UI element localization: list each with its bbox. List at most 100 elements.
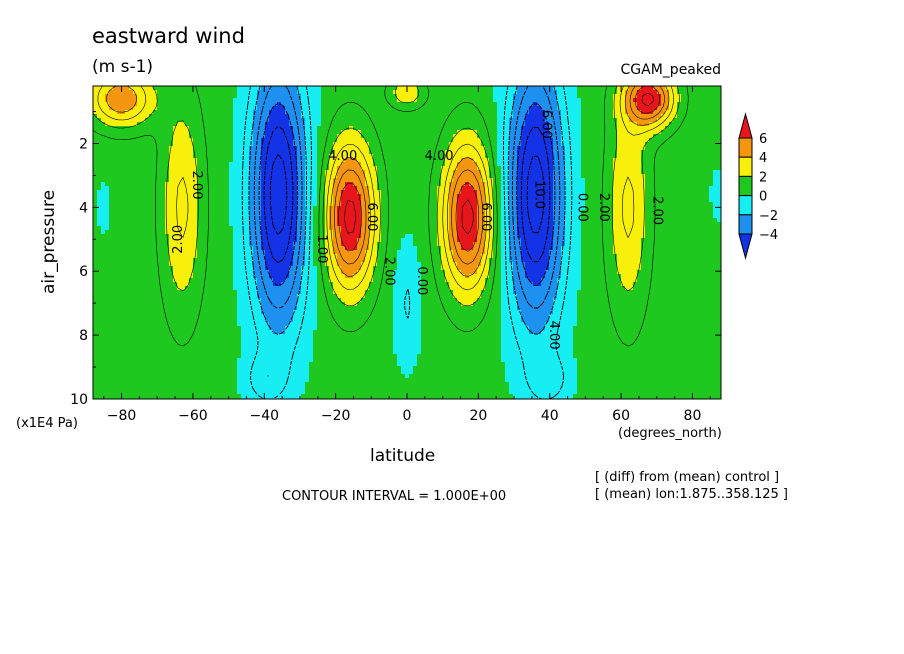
field-cell-1576 [117,126,122,131]
field-cell-724 [477,102,482,107]
field-cell-3336 [249,170,254,175]
field-cell-416 [501,94,506,99]
field-cell-3583 [609,174,614,179]
field-cell-982 [253,110,258,115]
field-cell-3762 [697,178,702,183]
field-cell-3154 [149,166,154,171]
field-cell-384 [373,94,378,99]
field-cell-3093 [533,162,538,167]
field-cell-639 [137,102,142,107]
field-cell-4778 [365,206,370,211]
field-cell-3555 [497,174,502,179]
field-cell-3446 [689,170,694,175]
field-cell-4396 [93,198,98,203]
field-cell-2394 [249,146,254,151]
field-cell-1779 [301,130,306,135]
field-cell-3281 [657,166,662,171]
field-cell-3299 [101,170,106,175]
field-cell-1152 [305,114,310,119]
field-cell-1421 [125,122,130,127]
field-cell-1579 [129,126,134,131]
field-cell-2424 [369,146,374,151]
field-cell-2196 [713,138,718,143]
field-cell-3827 [329,182,334,187]
field-cell-2156 [553,138,558,143]
field-cell-220 [345,90,350,95]
field-cell-3133 [693,162,698,167]
field-cell-4824 [549,206,554,211]
field-cell-4298 [329,194,334,199]
field-cell-2433 [405,146,410,151]
field-cell-1055 [545,110,550,115]
field-cell-3035 [301,162,306,167]
field-cell-1840 [545,130,550,135]
field-cell-3537 [425,174,430,179]
field-cell-2113 [381,138,386,143]
field-cell-4926 [329,210,334,215]
field-cell-482 [137,98,142,103]
field-cell-2440 [433,146,438,151]
field-cell-1493 [413,122,418,127]
field-cell-4878 [137,210,142,215]
field-cell-2818 [689,154,694,159]
field-cell-2731 [341,154,346,159]
field-cell-224 [361,90,366,95]
field-cell-1395 [649,118,654,123]
field-cell-442 [605,94,610,99]
field-cell-528 [321,98,326,103]
field-cell-3849 [417,182,422,187]
field-cell-1399 [665,118,670,123]
field-cell-1641 [377,126,382,131]
field-cell-613 [661,98,666,103]
field-cell-3044 [337,162,342,167]
field-cell-1132 [225,114,230,119]
field-cell-2600 [445,150,450,155]
field-cell-8 [125,86,130,91]
field-cell-30 [213,86,218,91]
field-cell-514 [265,98,270,103]
field-cell-4057 [621,186,626,191]
field-cell-754 [597,102,602,107]
field-cell-2991 [125,162,130,167]
field-cell-3882 [549,182,554,187]
field-cell-3301 [109,170,114,175]
field-cell-4788 [405,206,410,211]
field-cell-422 [525,94,530,99]
field-cell-4940 [385,210,390,215]
field-cell-4937 [373,210,378,215]
field-cell-545 [389,98,394,103]
field-cell-2781 [541,154,546,159]
field-cell-4834 [589,206,594,211]
field-cell-2062 [177,138,182,143]
field-cell-3403 [517,170,522,175]
field-cell-1266 [133,118,138,123]
field-cell-4219 [641,190,646,195]
field-cell-820 [233,106,238,111]
field-cell-3510 [317,174,322,179]
field-cell-2476 [577,146,582,151]
field-cell-1696 [597,126,602,131]
field-cell-2017 [625,134,630,139]
field-cell-3839 [377,182,382,187]
field-cell-1204 [513,114,518,119]
field-cell-4247 [125,194,130,199]
field-cell-388 [389,94,394,99]
field-cell-2131 [453,138,458,143]
field-cell-970 [205,110,210,115]
field-cell-4915 [285,210,290,215]
field-cell-845 [333,106,338,111]
field-cell-2958 [621,158,626,163]
field-cell-2526 [149,150,154,155]
field-cell-4847 [641,206,646,211]
field-cell-2443 [445,146,450,151]
field-cell-1213 [549,114,554,119]
field-cell-2879 [305,158,310,163]
field-cell-4392 [705,194,710,199]
field-cell-28 [205,86,210,91]
field-cell-1592 [181,126,186,131]
field-cell-2897 [377,158,382,163]
field-cell-310 [705,90,710,95]
field-cell-3331 [229,170,234,175]
field-cell-3360 [345,170,350,175]
field-cell-2558 [277,150,282,155]
